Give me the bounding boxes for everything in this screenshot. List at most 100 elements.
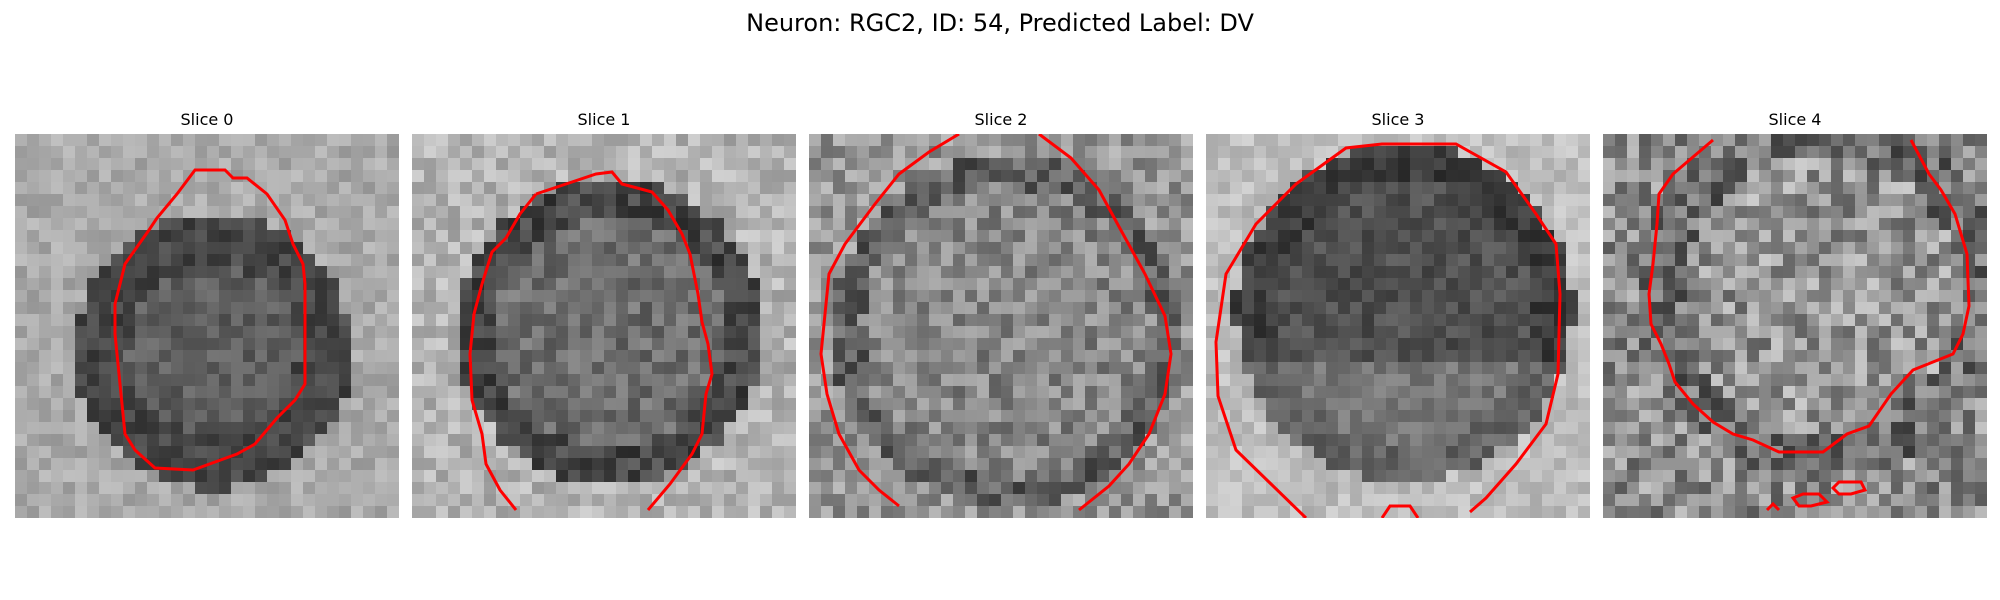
pixel	[327, 254, 340, 267]
pixel	[195, 326, 208, 339]
pixel	[123, 482, 136, 495]
pixel	[724, 398, 737, 411]
pixel	[1386, 314, 1399, 327]
pixel	[1326, 134, 1339, 147]
pixel	[1422, 278, 1435, 291]
pixel	[1735, 410, 1748, 423]
pixel	[1398, 158, 1411, 171]
pixel	[1013, 278, 1026, 291]
pixel	[87, 146, 100, 159]
pixel	[953, 434, 966, 447]
pixel	[881, 374, 894, 387]
pixel	[1181, 302, 1193, 315]
pixel	[207, 338, 220, 351]
pixel	[1735, 170, 1748, 183]
pixel	[1542, 494, 1555, 507]
pixel	[893, 482, 906, 495]
pixel	[520, 218, 533, 231]
pixel	[1302, 374, 1315, 387]
pixel	[363, 494, 376, 507]
pixel	[1879, 254, 1892, 267]
pixel	[929, 170, 942, 183]
pixel	[1867, 386, 1880, 399]
pixel	[1013, 206, 1026, 219]
pixel	[1230, 146, 1243, 159]
pixel	[111, 506, 124, 518]
pixel	[748, 398, 761, 411]
pixel	[1230, 350, 1243, 363]
pixel	[1711, 338, 1724, 351]
pixel	[736, 422, 749, 435]
pixel	[460, 254, 473, 267]
pixel	[1615, 170, 1628, 183]
pixel	[1963, 362, 1976, 375]
pixel	[1530, 362, 1543, 375]
pixel	[472, 158, 485, 171]
pixel	[1771, 146, 1784, 159]
pixel	[472, 242, 485, 255]
pixel	[1554, 434, 1567, 447]
pixel	[1290, 338, 1303, 351]
pixel	[1121, 470, 1134, 483]
pixel	[592, 146, 605, 159]
pixel	[736, 134, 749, 147]
pixel	[520, 494, 533, 507]
pixel	[207, 194, 220, 207]
pixel	[1663, 254, 1676, 267]
pixel	[628, 266, 641, 279]
pixel	[1386, 362, 1399, 375]
pixel	[700, 494, 713, 507]
pixel	[748, 158, 761, 171]
pixel	[592, 218, 605, 231]
pixel	[568, 362, 581, 375]
pixel	[1855, 338, 1868, 351]
pixel	[496, 338, 509, 351]
pixel	[1506, 458, 1519, 471]
pixel	[99, 458, 112, 471]
pixel	[1458, 182, 1471, 195]
pixel	[1278, 218, 1291, 231]
pixel	[1663, 158, 1676, 171]
pixel	[75, 302, 88, 315]
pixel	[1061, 398, 1074, 411]
pixel	[1855, 242, 1868, 255]
pixel	[640, 218, 653, 231]
pixel	[87, 494, 100, 507]
pixel	[63, 170, 76, 183]
pixel	[580, 386, 593, 399]
pixel	[315, 134, 328, 147]
pixel	[857, 506, 870, 518]
pixel	[821, 242, 834, 255]
pixel	[448, 266, 461, 279]
pixel	[303, 218, 316, 231]
pixel	[1085, 362, 1098, 375]
pixel	[1169, 290, 1182, 303]
pixel	[1049, 242, 1062, 255]
pixel	[99, 434, 112, 447]
pixel	[1747, 242, 1760, 255]
pixel	[183, 410, 196, 423]
pixel	[267, 254, 280, 267]
pixel	[736, 386, 749, 399]
pixel	[748, 278, 761, 291]
pixel	[676, 398, 689, 411]
pixel	[1867, 158, 1880, 171]
pixel	[1398, 350, 1411, 363]
pixel	[460, 290, 473, 303]
pixel	[1963, 374, 1976, 387]
pixel	[159, 482, 172, 495]
pixel	[87, 482, 100, 495]
pixel	[953, 338, 966, 351]
pixel	[556, 218, 569, 231]
pixel	[315, 290, 328, 303]
pixel	[1470, 386, 1483, 399]
pixel	[977, 434, 990, 447]
pixel	[1891, 266, 1904, 279]
pixel	[1206, 422, 1219, 435]
pixel	[51, 146, 64, 159]
pixel	[1699, 446, 1712, 459]
pixel	[1554, 410, 1567, 423]
pixel	[1314, 422, 1327, 435]
pixel	[147, 254, 160, 267]
pixel	[833, 386, 846, 399]
